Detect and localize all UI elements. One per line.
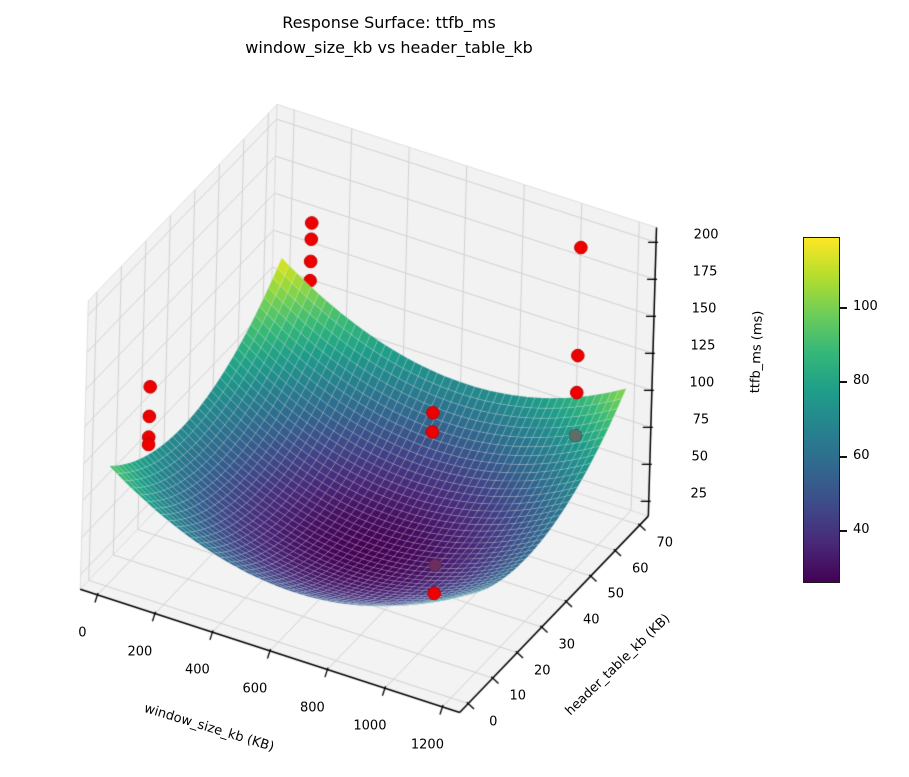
colorbar-tick-label: 100 <box>853 298 878 314</box>
colorbar-tick <box>840 529 847 532</box>
chart-title-line1: Response Surface: ttfb_ms <box>282 13 496 32</box>
colorbar-tick-label: 40 <box>853 521 870 537</box>
x-tick-label: 800 <box>300 700 325 716</box>
x-tick-label: 400 <box>185 662 210 678</box>
colorbar-tick-label: 80 <box>853 373 870 389</box>
y-tick-label: 20 <box>533 663 551 679</box>
z-tick-label: 200 <box>693 227 719 243</box>
x-tick-label: 200 <box>127 644 153 660</box>
y-tick-label: 10 <box>509 688 527 704</box>
y-tick-label: 40 <box>582 612 600 628</box>
y-tick-label: 60 <box>631 561 649 577</box>
y-tick-label: 30 <box>558 637 576 653</box>
x-tick-label: 1200 <box>410 737 444 753</box>
z-axis-label: ttfb_ms (ms) <box>748 310 766 394</box>
colorbar-tick <box>840 306 847 309</box>
y-tick-label: 50 <box>607 586 625 602</box>
colorbar <box>803 237 840 583</box>
x-tick-label: 1000 <box>353 718 387 734</box>
z-tick-label: 125 <box>690 338 716 354</box>
colorbar-tick-label: 60 <box>853 447 870 463</box>
z-tick-label: 100 <box>689 375 715 391</box>
z-tick-label: 175 <box>692 264 718 280</box>
z-tick-label: 150 <box>691 301 717 317</box>
z-tick-label: 75 <box>692 412 710 428</box>
z-tick-label: 50 <box>691 449 709 465</box>
chart-title: Response Surface: ttfb_ms window_size_kb… <box>245 10 532 60</box>
z-tick-label: 25 <box>690 486 708 502</box>
y-tick-label: 70 <box>656 535 674 551</box>
colorbar-tick <box>840 381 847 384</box>
y-tick-label: 0 <box>489 714 498 730</box>
x-tick-label: 600 <box>242 681 268 697</box>
x-tick-label: 0 <box>78 625 87 641</box>
chart-title-line2: window_size_kb vs header_table_kb <box>245 38 533 57</box>
colorbar-tick <box>840 455 847 458</box>
